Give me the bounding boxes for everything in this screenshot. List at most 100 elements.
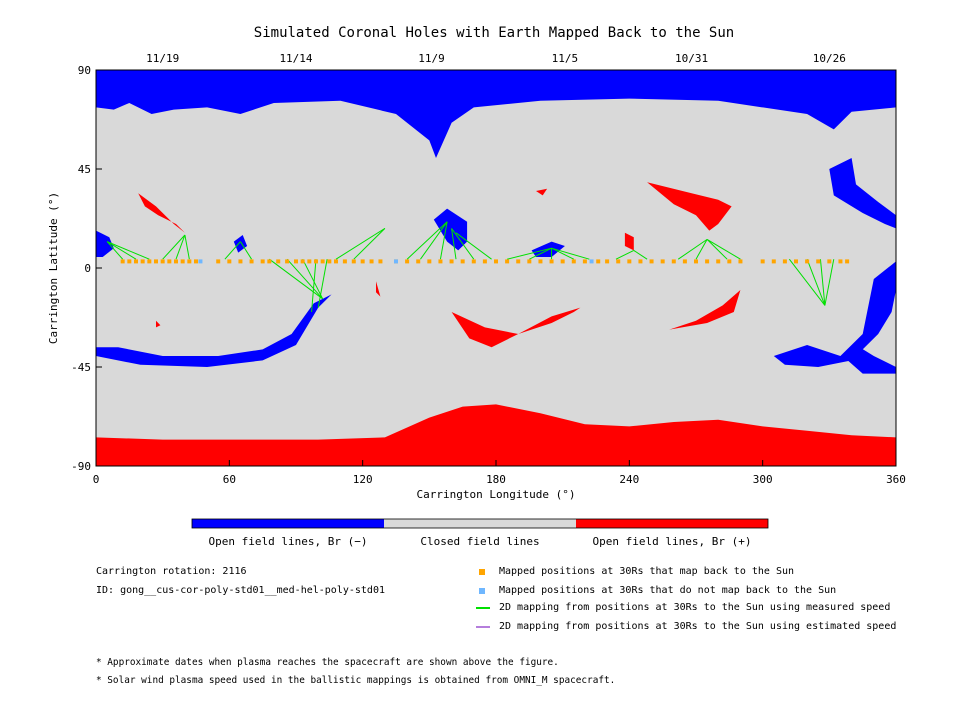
chart-title: Simulated Coronal Holes with Earth Mappe… — [254, 25, 734, 41]
measured-mapping-line — [819, 259, 826, 306]
legend-estimated: 2D mapping from positions at 30Rs to the… — [499, 621, 897, 632]
mapped-position-point — [427, 259, 432, 264]
measured-mapping-line — [677, 238, 708, 260]
x-axis-label: Carrington Longitude (°) — [417, 488, 576, 501]
measured-mapping-line — [162, 234, 186, 260]
x-axis-ticks: 0 60 120 180 240 300 360 — [93, 460, 906, 486]
mapped-position-point — [816, 259, 821, 264]
mapped-position-point — [527, 259, 532, 264]
open-field-negative-region — [96, 70, 896, 158]
mapped-position-point — [471, 259, 476, 264]
open-field-positive-region — [156, 320, 161, 328]
mapped-position-point — [549, 259, 554, 264]
y-axis-ticks: 90 45 0 -45 -90 — [71, 64, 102, 473]
x-tick-label: 240 — [619, 473, 639, 486]
mapped-position-point — [300, 259, 305, 264]
measured-mapping-line — [824, 259, 835, 306]
x-tick-label: 180 — [486, 473, 506, 486]
measured-mapping-line — [633, 249, 648, 260]
unmapped-position-point — [589, 259, 594, 264]
measured-mapping-lines — [106, 221, 835, 313]
legend-estimated-line — [476, 626, 490, 628]
mapped-position-point — [140, 259, 145, 264]
measured-mapping-line — [806, 259, 826, 306]
mapped-position-point — [671, 259, 676, 264]
measured-mapping-line — [335, 227, 386, 260]
mapped-position-point — [438, 259, 443, 264]
mapped-position-point — [738, 259, 743, 264]
measured-mapping-line — [106, 241, 124, 260]
x-tick-label: 120 — [353, 473, 373, 486]
mapped-position-point — [416, 259, 421, 264]
mapped-position-point — [267, 259, 272, 264]
measured-mapping-line — [706, 239, 728, 260]
footnote-dates: * Approximate dates when plasma reaches … — [96, 657, 559, 668]
mapped-position-point — [694, 259, 698, 264]
mapped-position-point — [727, 259, 732, 264]
open-field-positive-region — [669, 290, 741, 330]
measured-mapping-line — [451, 228, 457, 260]
open-field-positive-region — [451, 307, 581, 348]
y-tick-label: 90 — [78, 64, 91, 77]
measured-mapping-line — [506, 247, 552, 260]
measured-mapping-line — [551, 247, 590, 260]
carrington-rotation-text: Carrington rotation: 2116 — [96, 566, 247, 577]
mapped-position-point — [187, 259, 192, 264]
y-tick-label: -45 — [71, 361, 91, 374]
mapped-position-point — [342, 259, 347, 264]
mapped-position-point — [294, 259, 298, 264]
open-field-positive-region — [138, 193, 185, 233]
mapped-position-point — [351, 259, 356, 264]
measured-mapping-line — [317, 259, 328, 308]
mapped-position-point — [560, 259, 565, 264]
mapped-position-point — [805, 259, 810, 264]
open-field-negative-region — [96, 294, 332, 367]
measured-mapping-line — [106, 241, 150, 260]
mapped-position-point — [167, 259, 172, 264]
mapped-position-point — [260, 259, 265, 264]
mapped-position-point — [147, 259, 152, 264]
mapped-position-point — [538, 259, 543, 264]
date-tick-label: 10/31 — [675, 52, 708, 65]
mapped-position-point — [320, 259, 325, 264]
mapped-position-point — [627, 259, 632, 264]
mapped-position-point — [571, 259, 576, 264]
top-date-axis: 11/19 11/14 11/9 11/5 10/31 10/26 — [146, 52, 846, 65]
colorbar-closed — [384, 519, 576, 528]
mapped-position-point — [616, 259, 621, 264]
mapped-position-point — [285, 259, 290, 264]
mapped-position-point — [449, 259, 454, 264]
legend-measured-line — [476, 607, 490, 609]
legend-not-mapped-marker — [479, 588, 485, 594]
mapped-position-point — [649, 259, 654, 264]
mapped-position-point — [314, 259, 318, 264]
measured-mapping-line — [311, 259, 317, 313]
mapped-position-point — [227, 259, 232, 264]
date-tick-label: 11/19 — [146, 52, 179, 65]
legend-not-mapped: Mapped positions at 30Rs that do not map… — [499, 585, 837, 596]
mapped-position-point — [369, 259, 374, 264]
measured-mapping-line — [706, 238, 741, 260]
mapped-position-point — [605, 259, 610, 264]
mapped-position-point — [127, 259, 132, 264]
legend-mapped: Mapped positions at 30Rs that map back t… — [499, 566, 795, 577]
colorbar-label-closed: Closed field lines — [420, 535, 539, 548]
mapped-position-point — [596, 259, 601, 264]
mapped-position-point — [276, 259, 281, 264]
mapped-position-point — [216, 259, 221, 264]
measured-mapping-line — [529, 247, 552, 260]
legend-mapped-marker — [479, 569, 485, 575]
colorbar-label-positive: Open field lines, Br (+) — [593, 535, 752, 548]
measured-mapping-line — [175, 234, 186, 260]
mapped-position-point — [360, 259, 365, 264]
colorbar-label-negative: Open field lines, Br (−) — [209, 535, 368, 548]
mapped-position-point — [378, 259, 383, 264]
y-tick-label: 45 — [78, 163, 91, 176]
x-tick-label: 360 — [886, 473, 906, 486]
date-tick-label: 11/5 — [552, 52, 579, 65]
date-tick-label: 10/26 — [813, 52, 846, 65]
measured-mapping-line — [406, 221, 448, 260]
open-field-negative-region — [829, 158, 896, 229]
mapped-position-point — [771, 259, 776, 264]
